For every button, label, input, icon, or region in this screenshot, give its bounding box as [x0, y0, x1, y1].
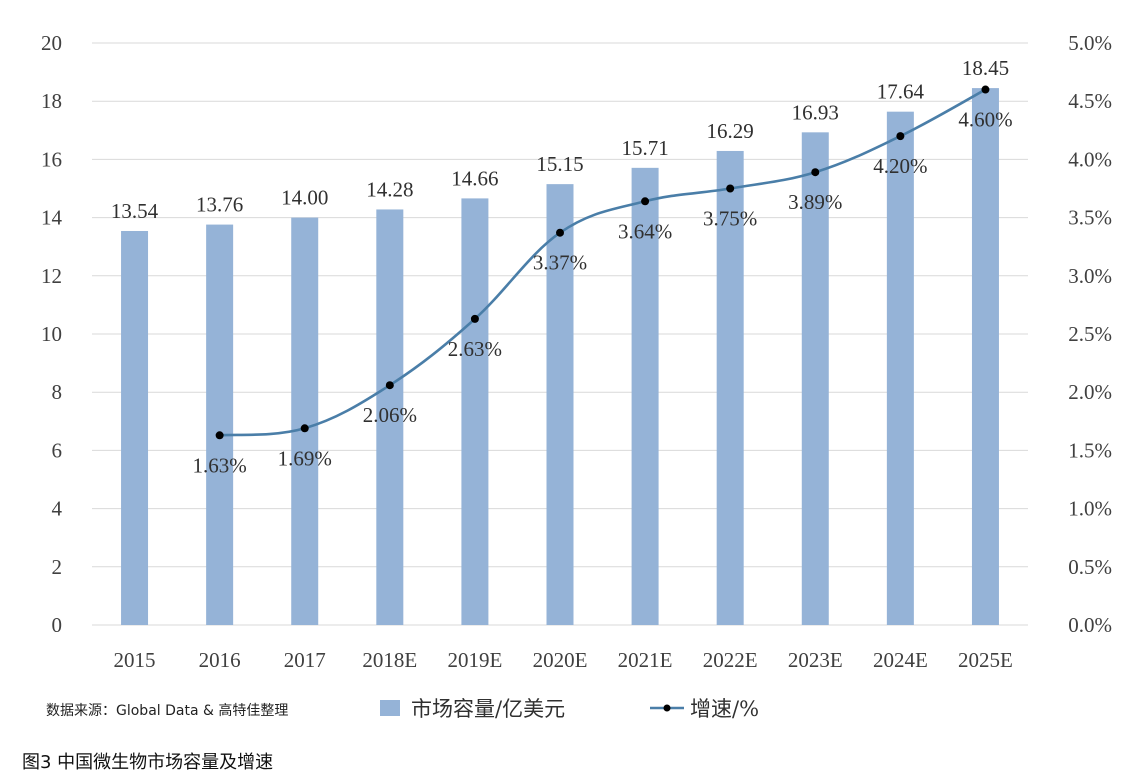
y2-tick-label: 0.0%: [1068, 613, 1112, 637]
bar-value-label: 14.66: [451, 166, 498, 190]
bar: [291, 217, 319, 625]
x-tick-label: 2023E: [788, 648, 843, 672]
legend: 市场容量/亿美元 增速/%: [380, 697, 759, 721]
x-tick-label: 2017: [284, 648, 326, 672]
line-point: [726, 184, 735, 193]
line-value-label: 4.20%: [873, 154, 927, 178]
y2-tick-label: 1.0%: [1068, 497, 1112, 521]
bar: [546, 184, 574, 625]
line-value-label: 4.60%: [958, 108, 1012, 132]
bar: [631, 167, 659, 626]
line-point: [470, 314, 479, 323]
bar-value-label: 14.28: [366, 177, 413, 201]
bar: [121, 230, 149, 625]
y2-tick-label: 1.5%: [1068, 438, 1112, 462]
bar: [376, 209, 404, 625]
y2-tick-label: 2.0%: [1068, 380, 1112, 404]
y2-tick-label: 2.5%: [1068, 322, 1112, 346]
bar: [801, 132, 829, 625]
line-point: [981, 85, 990, 94]
bar-value-label: 13.54: [111, 199, 159, 223]
bar-value-label: 13.76: [196, 193, 243, 217]
y-tick-label: 2: [52, 555, 63, 579]
bar-value-label: 18.45: [962, 56, 1009, 80]
bar: [461, 198, 489, 626]
line-value-label: 2.06%: [363, 403, 417, 427]
bar-value-label: 16.29: [707, 119, 754, 143]
line-value-label: 3.75%: [703, 207, 757, 231]
y-tick-label: 6: [52, 438, 63, 462]
y-tick-label: 4: [52, 497, 63, 521]
x-tick-label: 2018E: [362, 648, 417, 672]
line-value-label: 3.89%: [788, 190, 842, 214]
y2-tick-label: 0.5%: [1068, 555, 1112, 579]
x-tick-label: 2024E: [873, 648, 928, 672]
y-tick-label: 0: [52, 613, 63, 637]
line-point: [556, 228, 564, 237]
source-note: 数据来源：Global Data & 高特佳整理: [46, 703, 289, 719]
x-tick-label: 2015: [114, 648, 156, 672]
bar: [971, 88, 999, 626]
y-tick-label: 18: [41, 89, 62, 113]
line-series: [215, 85, 990, 440]
y-axis-right-ticks: 0.0% 0.5% 1.0% 1.5% 2.0% 2.5% 3.0% 3.5% 4.0% 4.5%…: [1068, 31, 1112, 637]
bar: [206, 224, 234, 626]
y2-tick-label: 4.5%: [1068, 89, 1112, 113]
line-value-label: 3.64%: [618, 219, 672, 243]
x-tick-label: 2019E: [447, 648, 502, 672]
x-tick-label: 2021E: [618, 648, 673, 672]
line-point: [811, 168, 820, 177]
bar-series: [121, 88, 999, 626]
line-value-label: 1.63%: [193, 453, 247, 477]
y-tick-label: 14: [41, 206, 63, 230]
y-tick-label: 8: [52, 380, 63, 404]
line-point: [641, 197, 650, 206]
x-tick-label: 2025E: [958, 648, 1013, 672]
y2-tick-label: 3.5%: [1068, 206, 1112, 230]
y-tick-label: 16: [41, 147, 62, 171]
x-axis-ticks: 2015 2016 2017 2018E 2019E 2020E 2021E 2022E 202…: [114, 648, 1013, 672]
x-tick-label: 2016: [199, 648, 241, 672]
x-tick-label: 2020E: [533, 648, 588, 672]
line-data-labels: 1.63% 1.69% 2.06% 2.63% 3.37% 3.64% 3.75% 3.89%…: [193, 108, 1013, 478]
x-tick-label: 2022E: [703, 648, 758, 672]
figure-caption: 图3 中国微生物市场容量及增速: [22, 752, 274, 773]
y2-tick-label: 4.0%: [1068, 147, 1112, 171]
legend-line-marker: [663, 704, 671, 712]
bar: [716, 150, 744, 625]
legend-bar-swatch: [380, 700, 400, 716]
line-point: [385, 381, 394, 390]
line-point: [215, 431, 224, 440]
line-value-label: 1.69%: [278, 446, 332, 470]
line-point: [896, 132, 905, 141]
bar-value-label: 14.00: [281, 186, 328, 210]
y-axis-left-ticks: 0 2 4 6 8 10 12 14 16 18 20: [41, 31, 63, 637]
bar-data-labels: 13.54 13.76 14.00 14.28 14.66 15.15 15.71 16.29…: [111, 56, 1009, 223]
bar-value-label: 15.71: [621, 136, 668, 160]
growth-line: [219, 88, 987, 437]
y2-tick-label: 5.0%: [1068, 31, 1112, 55]
line-value-label: 3.37%: [533, 251, 587, 275]
bar-value-label: 15.15: [536, 152, 583, 176]
legend-line-label: 增速/%: [690, 697, 759, 721]
y2-tick-label: 3.0%: [1068, 264, 1112, 288]
y-tick-label: 10: [41, 322, 62, 346]
y-tick-label: 20: [41, 31, 62, 55]
bar: [886, 111, 914, 625]
bar-value-label: 17.64: [877, 80, 925, 104]
bar-value-label: 16.93: [792, 100, 839, 124]
legend-bar-label: 市场容量/亿美元: [411, 697, 565, 721]
y-tick-label: 12: [41, 264, 62, 288]
line-value-label: 2.63%: [448, 337, 502, 361]
line-point: [300, 424, 309, 433]
